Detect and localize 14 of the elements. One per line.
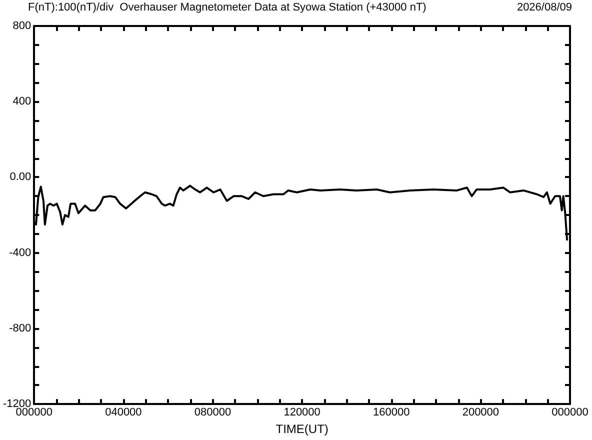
y-tick-label: 0.00 bbox=[10, 171, 32, 184]
y-tick-label: -800 bbox=[9, 322, 32, 334]
x-tick-label: 080000 bbox=[194, 406, 232, 419]
x-tick-label: 200000 bbox=[462, 406, 500, 419]
y-tick-label: -400 bbox=[9, 246, 32, 259]
chart-title: F(nT):100(nT)/div Overhauser Magnetometer Data at Syowa Station (+43000 nT) bbox=[28, 2, 426, 14]
x-axis-title: TIME(UT) bbox=[276, 422, 328, 436]
y-tick-label: 400 bbox=[12, 96, 32, 108]
y-tick-label: 800 bbox=[12, 20, 32, 32]
chart-subtitle: 2026/08/09 bbox=[516, 2, 572, 14]
x-tick-label: 160000 bbox=[373, 406, 410, 419]
x-tick-label: 120000 bbox=[284, 406, 320, 419]
x-tick-label: 040000 bbox=[105, 406, 142, 419]
x-tick-label: 000000 bbox=[552, 406, 588, 419]
